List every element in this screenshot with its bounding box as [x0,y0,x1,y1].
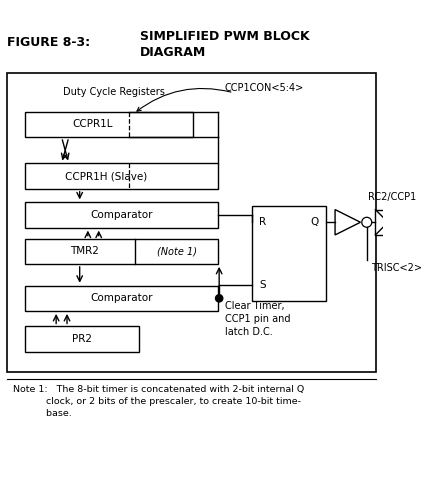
Bar [25,285,218,311]
Bar [375,209,401,235]
Bar [25,239,218,264]
Bar [7,73,376,372]
Bar [25,163,218,189]
Text: Clear Timer,
CCP1 pin and
latch D.C.: Clear Timer, CCP1 pin and latch D.C. [225,301,290,337]
Bar [25,326,139,352]
Text: Duty Cycle Registers: Duty Cycle Registers [63,87,165,97]
Text: Comparator: Comparator [91,210,153,220]
Text: FIGURE 8-3:: FIGURE 8-3: [7,36,91,49]
Text: S: S [259,280,266,290]
Text: TMR2: TMR2 [70,246,99,256]
Bar [25,203,218,228]
Bar [25,112,193,137]
Text: Comparator: Comparator [91,293,153,304]
Text: RC2/CCP1: RC2/CCP1 [368,192,417,202]
Text: CCPR1H (Slave): CCPR1H (Slave) [65,171,148,181]
Circle shape [216,295,223,302]
Bar [252,206,326,301]
Text: SIMPLIFIED PWM BLOCK
DIAGRAM: SIMPLIFIED PWM BLOCK DIAGRAM [140,30,310,59]
Text: Note 1:   The 8-bit timer is concatenated with 2-bit internal Q
           clock: Note 1: The 8-bit timer is concatenated … [13,385,304,418]
Text: Q: Q [310,217,319,227]
Text: R: R [259,217,266,227]
Text: PR2: PR2 [72,334,92,344]
Text: CCP1CON<5:4>: CCP1CON<5:4> [225,83,304,93]
Text: TRISC<2>: TRISC<2> [371,263,422,272]
Text: (Note 1): (Note 1) [157,246,197,256]
Text: CCPR1L: CCPR1L [72,120,113,129]
